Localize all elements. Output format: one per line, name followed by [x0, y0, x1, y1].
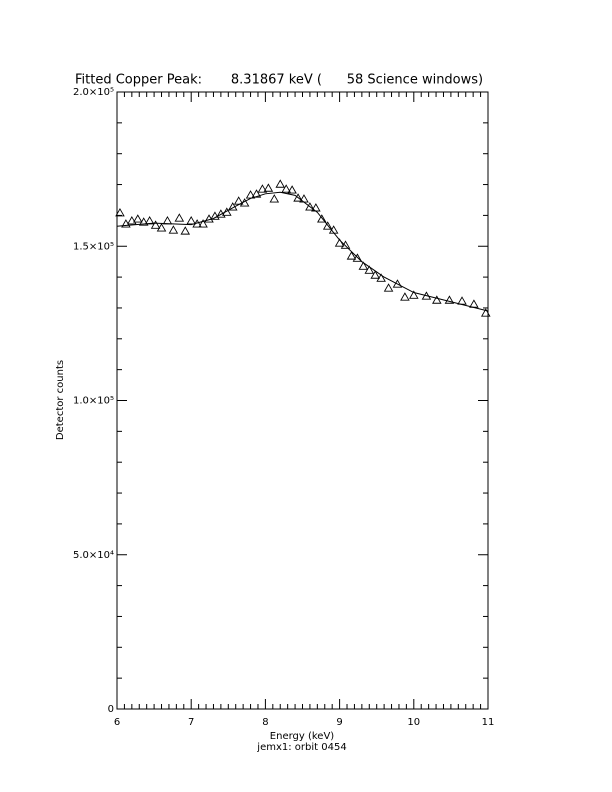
data-point: [392, 279, 403, 288]
x-axis-label: Energy (keV): [270, 731, 335, 742]
data-point: [150, 220, 161, 229]
data-point: [263, 183, 274, 192]
data-point: [138, 217, 149, 226]
data-point: [281, 184, 291, 193]
data-point: [198, 219, 208, 228]
data-point: [133, 214, 143, 223]
data-point: [383, 283, 394, 292]
x-tick-label: 7: [188, 717, 194, 728]
data-point: [444, 295, 455, 304]
data-point: [409, 290, 419, 299]
fit-line: [116, 191, 489, 312]
y-tick-label: 0: [108, 704, 114, 715]
data-point: [364, 265, 375, 274]
data-point: [251, 189, 262, 198]
data-point: [322, 221, 333, 230]
data-point: [293, 193, 303, 202]
x-tick-label: 10: [407, 717, 420, 728]
data-point: [376, 273, 386, 282]
data-point: [346, 251, 357, 260]
y-tick-label: 2.0×10⁵: [73, 87, 114, 98]
chart-title: Fitted Copper Peak: 8.31867 keV ( 58 Sci…: [75, 73, 483, 88]
y-axis-label: Detector counts: [55, 360, 66, 440]
x-tick-label: 6: [114, 717, 120, 728]
data-point: [370, 270, 380, 279]
data-point: [287, 185, 297, 194]
data-point: [317, 214, 327, 223]
data-point: [305, 202, 315, 211]
data-point: [115, 208, 125, 217]
data-point: [400, 292, 410, 301]
footer: jemx1: orbit 0454: [256, 742, 346, 753]
data-point: [275, 179, 286, 188]
data-point: [168, 225, 179, 234]
x-tick-label: 8: [262, 717, 268, 728]
data-point: [174, 213, 185, 222]
data-point: [257, 184, 268, 193]
data-point: [156, 223, 167, 232]
x-tick-label: 11: [482, 717, 495, 728]
x-tick-label: 9: [336, 717, 342, 728]
data-point: [480, 308, 491, 317]
data-point: [180, 226, 191, 235]
data-point: [352, 253, 363, 262]
data-point: [210, 211, 220, 220]
y-tick-label: 5.0×10⁴: [73, 550, 114, 561]
y-tick-label: 1.0×10⁵: [73, 396, 114, 407]
data-point: [269, 194, 280, 203]
y-tick-label: 1.5×10⁵: [73, 241, 114, 252]
data-point: [127, 216, 137, 225]
data-point: [186, 216, 196, 225]
data-point: [358, 261, 369, 270]
data-point: [340, 240, 351, 249]
data-point: [432, 295, 442, 304]
